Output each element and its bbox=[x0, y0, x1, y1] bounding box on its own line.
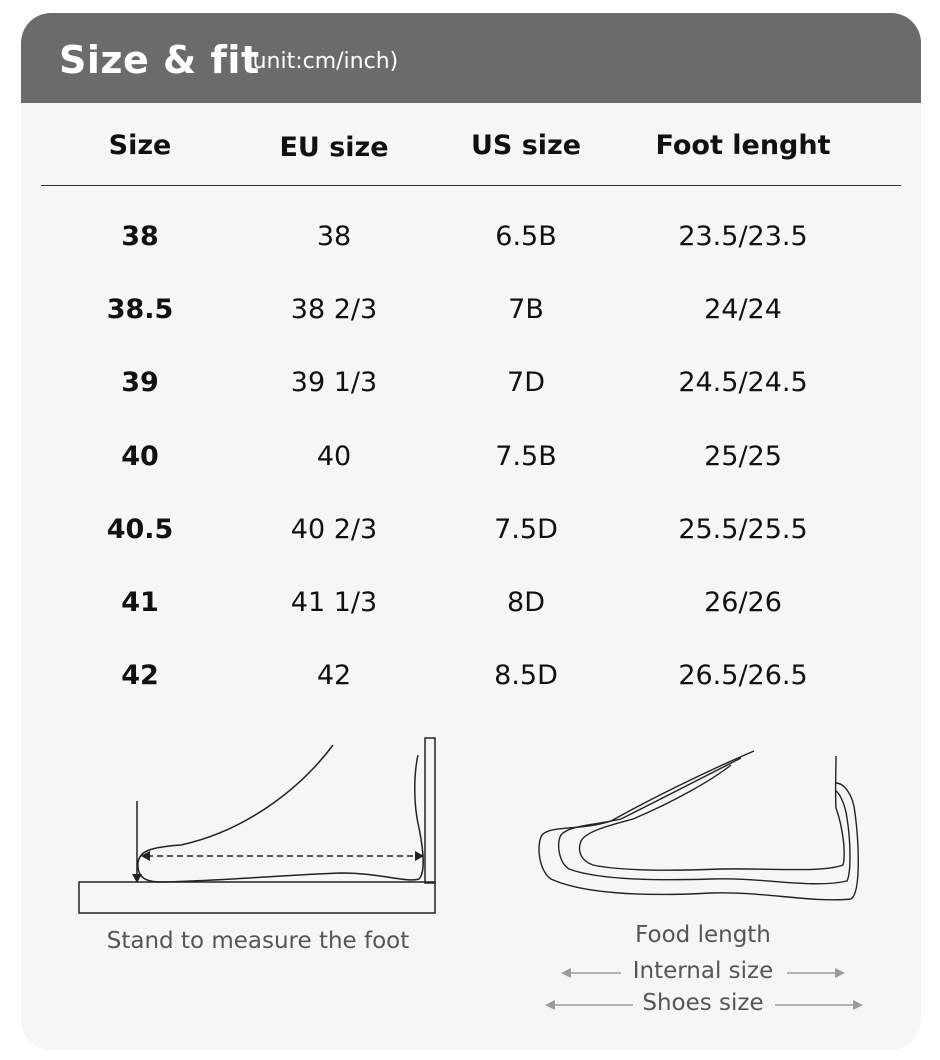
column-header-eu-size: EU size bbox=[279, 132, 389, 163]
table-row: 40.5 40 2/3 7.5D 25.5/25.5 bbox=[21, 514, 921, 554]
cell-size: 40.5 bbox=[106, 514, 174, 545]
cell-size: 42 bbox=[121, 660, 159, 691]
left-caption: Stand to measure the foot bbox=[106, 928, 410, 954]
table-row: 38.5 38 2/3 7B 24/24 bbox=[21, 294, 921, 334]
internal-size-caption: Internal size bbox=[632, 958, 774, 984]
column-header-foot-length: Foot lenght bbox=[655, 130, 831, 161]
cell-foot-length: 26/26 bbox=[704, 587, 782, 618]
cell-us-size: 7.5D bbox=[494, 514, 558, 545]
header-bar: Size & fit (unit:cm/inch) bbox=[21, 13, 921, 103]
foot-outline bbox=[137, 744, 424, 883]
arrow-left-icon bbox=[141, 851, 150, 861]
cell-foot-length: 24/24 bbox=[704, 294, 782, 325]
food-length-caption: Food length bbox=[635, 922, 771, 948]
cell-us-size: 8.5D bbox=[494, 660, 558, 691]
table-row: 38 38 6.5B 23.5/23.5 bbox=[21, 221, 921, 261]
cell-eu-size: 42 bbox=[316, 660, 352, 691]
cell-foot-length: 25.5/25.5 bbox=[678, 514, 808, 545]
cell-eu-size: 39 1/3 bbox=[290, 367, 378, 398]
cell-eu-size: 38 2/3 bbox=[290, 294, 378, 325]
cell-us-size: 6.5B bbox=[495, 221, 557, 252]
column-header-us-size: US size bbox=[470, 130, 582, 161]
arrow-right-icon bbox=[853, 1000, 863, 1010]
arrow-down-icon bbox=[132, 874, 142, 883]
cell-size: 41 bbox=[121, 587, 159, 618]
table-row: 42 42 8.5D 26.5/26.5 bbox=[21, 660, 921, 700]
floor-board bbox=[78, 881, 436, 914]
shoes-size-caption: Shoes size bbox=[642, 990, 764, 1016]
cell-eu-size: 41 1/3 bbox=[290, 587, 378, 618]
cell-us-size: 7B bbox=[508, 294, 544, 325]
table-row: 40 40 7.5B 25/25 bbox=[21, 441, 921, 481]
page-title: Size & fit bbox=[59, 38, 260, 82]
column-header-size: Size bbox=[108, 130, 172, 161]
cell-foot-length: 24.5/24.5 bbox=[678, 367, 808, 398]
cell-size: 39 bbox=[121, 367, 159, 398]
arrow-left-icon bbox=[545, 1000, 555, 1010]
cell-eu-size: 40 2/3 bbox=[290, 514, 378, 545]
table-divider bbox=[41, 185, 901, 186]
cell-eu-size: 40 bbox=[316, 441, 352, 472]
cell-size: 38.5 bbox=[106, 294, 174, 325]
table-row: 41 41 1/3 8D 26/26 bbox=[21, 587, 921, 627]
size-fit-card: Size & fit (unit:cm/inch) Size EU size U… bbox=[21, 13, 921, 1050]
cell-eu-size: 38 bbox=[316, 221, 352, 252]
unit-label: (unit:cm/inch) bbox=[244, 49, 399, 74]
cell-size: 40 bbox=[121, 441, 159, 472]
cell-foot-length: 26.5/26.5 bbox=[678, 660, 808, 691]
cell-foot-length: 23.5/23.5 bbox=[678, 221, 808, 252]
arrow-left-icon bbox=[561, 968, 571, 978]
foot-measure-illustration bbox=[78, 737, 863, 1010]
cell-us-size: 7D bbox=[507, 367, 545, 398]
table-header-row: Size EU size US size Foot lenght bbox=[21, 130, 921, 170]
cell-us-size: 8D bbox=[507, 587, 545, 618]
cell-size: 38 bbox=[121, 221, 159, 252]
shoe-inner-outline bbox=[557, 757, 851, 885]
arrow-right-icon bbox=[415, 851, 424, 861]
cell-foot-length: 25/25 bbox=[704, 441, 782, 472]
wall-board bbox=[424, 737, 436, 884]
shoe-section-illustration bbox=[538, 750, 863, 1010]
cell-us-size: 7.5B bbox=[495, 441, 557, 472]
table-row: 39 39 1/3 7D 24.5/24.5 bbox=[21, 367, 921, 407]
arrow-right-icon bbox=[835, 968, 845, 978]
foot-inside-outline bbox=[578, 755, 845, 871]
